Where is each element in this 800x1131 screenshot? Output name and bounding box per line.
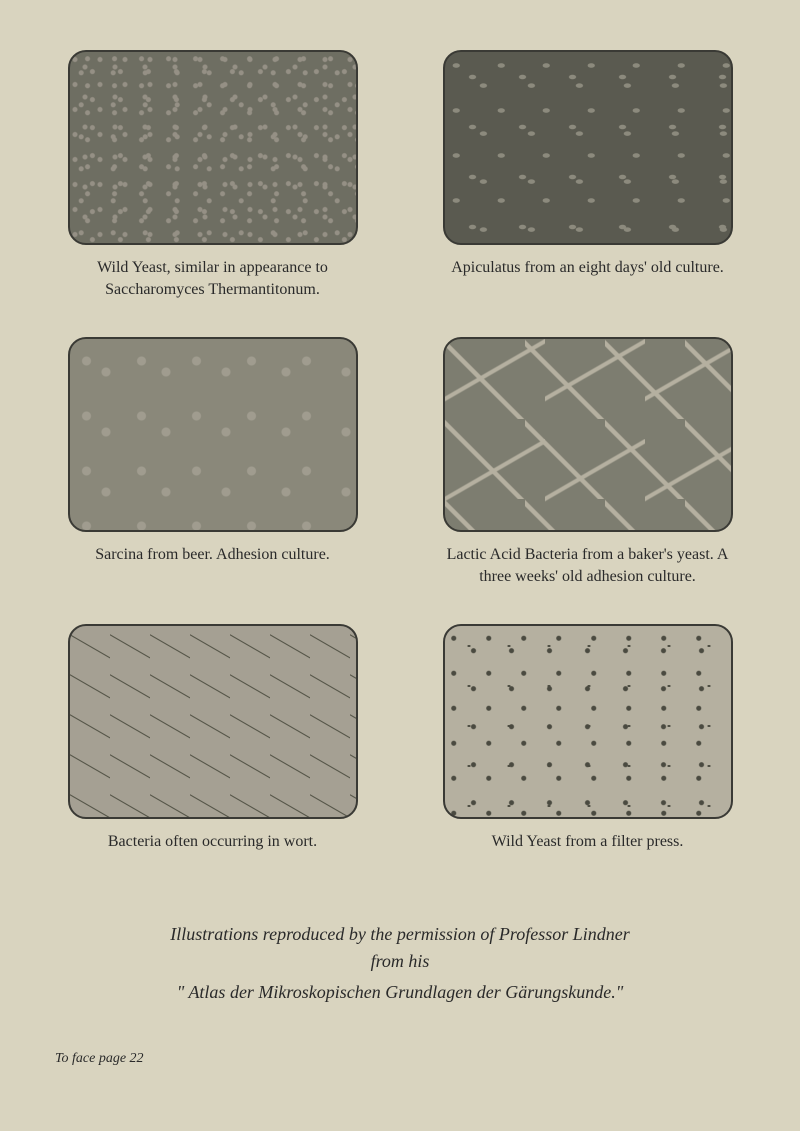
figure-cell-6: Wild Yeast from a filter press. bbox=[430, 624, 745, 891]
attribution-line-3: Atlas der Mikroskopischen Grundlagen der… bbox=[55, 979, 745, 1006]
figure-cell-4: Lactic Acid Bacteria from a baker's yeas… bbox=[430, 337, 745, 604]
figure-grid: Wild Yeast, similar in appearance to Sac… bbox=[55, 50, 745, 891]
figure-cell-3: Sarcina from beer. Adhesion culture. bbox=[55, 337, 370, 604]
page-footer: To face page 22 bbox=[55, 1051, 745, 1067]
figure-cell-2: Apiculatus from an eight days' old cultu… bbox=[430, 50, 745, 317]
figure-caption-6: Wild Yeast from a filter press. bbox=[492, 831, 684, 891]
figure-caption-3: Sarcina from beer. Adhesion culture. bbox=[95, 544, 330, 604]
figure-caption-1: Wild Yeast, similar in appearance to Sac… bbox=[63, 257, 363, 317]
attribution-text: Illustrations reproduced by the permissi… bbox=[55, 921, 745, 1006]
microscopy-figure-3 bbox=[68, 337, 358, 532]
figure-caption-2: Apiculatus from an eight days' old cultu… bbox=[451, 257, 724, 317]
microscopy-figure-1 bbox=[68, 50, 358, 245]
figure-caption-4: Lactic Acid Bacteria from a baker's yeas… bbox=[438, 544, 738, 604]
microscopy-figure-4 bbox=[443, 337, 733, 532]
attribution-line-1: Illustrations reproduced by the permissi… bbox=[170, 924, 629, 944]
microscopy-figure-5 bbox=[68, 624, 358, 819]
microscopy-figure-6 bbox=[443, 624, 733, 819]
figure-cell-1: Wild Yeast, similar in appearance to Sac… bbox=[55, 50, 370, 317]
attribution-line-2: from his bbox=[55, 948, 745, 975]
microscopy-figure-2 bbox=[443, 50, 733, 245]
figure-caption-5: Bacteria often occurring in wort. bbox=[108, 831, 317, 891]
figure-cell-5: Bacteria often occurring in wort. bbox=[55, 624, 370, 891]
